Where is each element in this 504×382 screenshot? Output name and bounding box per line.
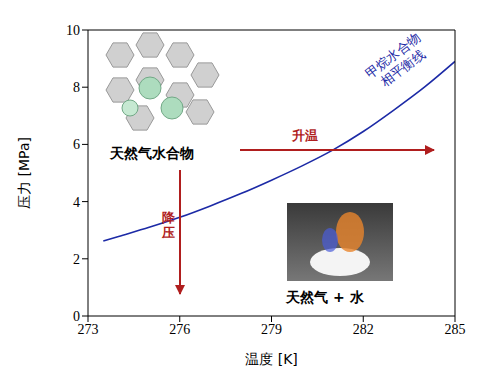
svg-text:6: 6 [73, 137, 80, 152]
svg-text:天然气 + 水: 天然气 + 水 [285, 289, 364, 305]
svg-text:天然气水合物: 天然气水合物 [109, 145, 194, 161]
svg-text:285: 285 [445, 322, 466, 337]
svg-text:8: 8 [73, 80, 80, 95]
svg-text:2: 2 [73, 252, 80, 267]
svg-text:279: 279 [261, 322, 282, 337]
svg-text:0: 0 [73, 309, 80, 324]
svg-text:升温: 升温 [291, 128, 318, 143]
svg-text:282: 282 [353, 322, 374, 337]
svg-text:压力 [MPa]: 压力 [MPa] [16, 137, 32, 209]
svg-text:10: 10 [66, 23, 80, 38]
svg-text:温度 [K]: 温度 [K] [245, 351, 298, 367]
svg-text:降压: 降压 [161, 210, 176, 240]
svg-text:甲烷水合物: 甲烷水合物 [362, 30, 423, 81]
svg-text:273: 273 [78, 322, 99, 337]
svg-text:276: 276 [169, 322, 190, 337]
svg-text:相平衡线: 相平衡线 [377, 46, 427, 90]
svg-text:4: 4 [73, 195, 80, 210]
